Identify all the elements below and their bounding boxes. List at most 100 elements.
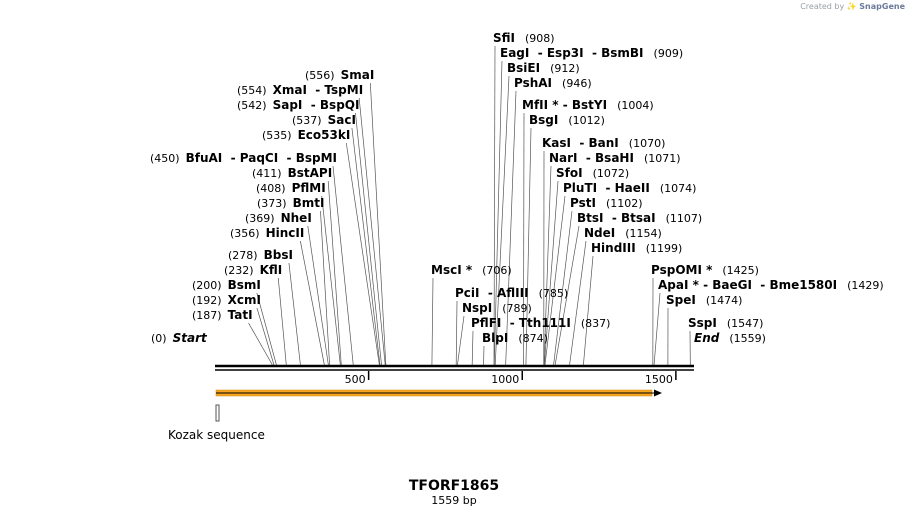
site-label-23[interactable]: EagI - Esp3I - BsmBI (909) [500,46,683,60]
site-label-13[interactable]: (537) SacI [292,113,356,127]
site-label-17[interactable]: MscI * (706) [431,263,512,277]
site-position: (706) [482,264,512,277]
site-label-24[interactable]: BsiEI (912) [507,61,580,75]
site-leader-20 [471,330,474,366]
site-enzyme: KasI - BanI [542,136,619,150]
site-label-8[interactable]: (373) BmtI [257,196,324,210]
site-position: (912) [550,62,580,75]
site-enzyme: BsiEI [507,61,540,75]
site-enzyme: XmaI - TspMI [273,83,364,97]
site-label-22[interactable]: SfiI (908) [493,31,555,45]
site-label-0[interactable]: (0) Start [151,331,208,345]
site-label-21[interactable]: BlpI (874) [482,331,548,345]
site-leader-27 [525,127,532,366]
site-leader-23 [493,60,503,366]
site-label-35[interactable]: HindIII (1199) [591,241,682,255]
site-label-14[interactable]: (542) SapI - BspQI [237,98,359,112]
site-position: (1107) [666,212,703,225]
site-position: (556) [305,69,335,82]
credit-brand: SnapGene [859,2,905,11]
site-position: (909) [654,47,684,60]
site-position: (874) [518,332,548,345]
site-position: (1547) [727,317,764,330]
site-position: (785) [539,287,569,300]
site-label-25[interactable]: PshAI (946) [514,76,592,90]
site-label-38[interactable]: SpeI (1474) [666,293,742,307]
site-label-28[interactable]: KasI - BanI (1070) [542,136,665,150]
kozak-feature[interactable]: Kozak sequence [168,404,265,442]
site-enzyme: HincII [266,226,305,240]
site-enzyme: XcmI [228,293,261,307]
site-enzyme: SspI [688,316,717,330]
site-leader-6 [300,240,325,366]
site-leader-31 [544,195,566,366]
site-enzyme: BmtI [293,196,325,210]
site-leader-37 [653,292,661,366]
site-label-1[interactable]: (187) TatI [192,308,253,322]
site-position: (837) [581,317,611,330]
site-label-27[interactable]: BsgI (1012) [529,113,605,127]
site-label-37[interactable]: ApaI * - BaeGI - Bme1580I (1429) [658,278,884,292]
site-enzyme: PstI [570,196,596,210]
site-enzyme: BlpI [482,331,508,345]
site-label-18[interactable]: PciI - AflIII (785) [455,286,568,300]
site-leader-24 [494,75,510,366]
site-label-5[interactable]: (278) BbsI [228,248,293,262]
site-leader-32 [553,210,573,366]
site-label-34[interactable]: NdeI (1154) [584,226,662,240]
site-label-30[interactable]: SfoI (1072) [556,166,629,180]
site-label-7[interactable]: (369) NheI [245,211,312,225]
site-label-12[interactable]: (535) Eco53kI [262,128,350,142]
site-label-19[interactable]: NspI (789) [462,301,532,315]
site-leader-35 [583,255,594,366]
site-leader-1 [248,322,273,366]
site-label-36[interactable]: PspOMI * (1425) [651,263,759,277]
site-label-10[interactable]: (411) BstAPI [252,166,332,180]
site-enzyme: MfII * - BstYI [522,98,607,112]
site-enzyme: PspOMI * [651,263,713,277]
site-position: (1199) [646,242,683,255]
site-leader-17 [431,277,434,366]
site-label-6[interactable]: (356) HincII [230,226,304,240]
site-leader-29 [543,165,552,366]
site-leader-2 [256,307,275,366]
site-labels: (0) Start (187) TatI (192) XcmI (200) BsmI(232)… [150,31,884,345]
site-label-33[interactable]: BtsI - BtsaI (1107) [577,211,702,225]
site-label-32[interactable]: PstI (1102) [570,196,643,210]
site-position: (232) [224,264,254,277]
site-label-20[interactable]: PflFI - Tth111I (837) [471,316,610,330]
orf-arrowhead-icon [654,389,662,397]
site-label-4[interactable]: (232) KflI [224,263,282,277]
site-label-3[interactable]: (200) BsmI [192,278,261,292]
site-label-11[interactable]: (450) BfuAI - PaqCI - BspMI [150,151,337,165]
site-label-15[interactable]: (554) XmaI - TspMI [237,83,363,97]
site-position: (187) [192,309,222,322]
site-position: (537) [292,114,322,127]
site-enzyme: BtsI - BtsaI [577,211,656,225]
site-position: (1004) [617,99,654,112]
site-label-16[interactable]: (556) SmaI [305,68,374,82]
site-enzyme: SpeI [666,293,696,307]
site-label-39[interactable]: SspI (1547) [688,316,763,330]
tick-label-2: 1500 [645,373,673,386]
site-position: (1074) [660,182,697,195]
site-enzyme: BstAPI [288,166,333,180]
tick-label-1: 1000 [491,373,519,386]
site-enzyme: Start [173,331,208,345]
site-position: (450) [150,152,180,165]
site-label-2[interactable]: (192) XcmI [192,293,261,307]
site-position: (1429) [847,279,884,292]
site-label-26[interactable]: MfII * - BstYI (1004) [522,98,654,112]
site-leader-19 [457,315,465,366]
site-label-9[interactable]: (408) PflMI [256,181,326,195]
orf-feature[interactable] [215,389,662,397]
site-position: (1559) [729,332,766,345]
site-label-31[interactable]: PluTI - HaeII (1074) [563,181,696,195]
site-leader-lines [248,45,691,366]
site-enzyme: HindIII [591,241,636,255]
site-leader-13 [351,127,381,366]
site-enzyme: End [694,331,720,345]
site-label-29[interactable]: NarI - BsaHI (1071) [549,151,681,165]
site-position: (408) [256,182,286,195]
site-label-40[interactable]: End (1559) [694,331,766,345]
